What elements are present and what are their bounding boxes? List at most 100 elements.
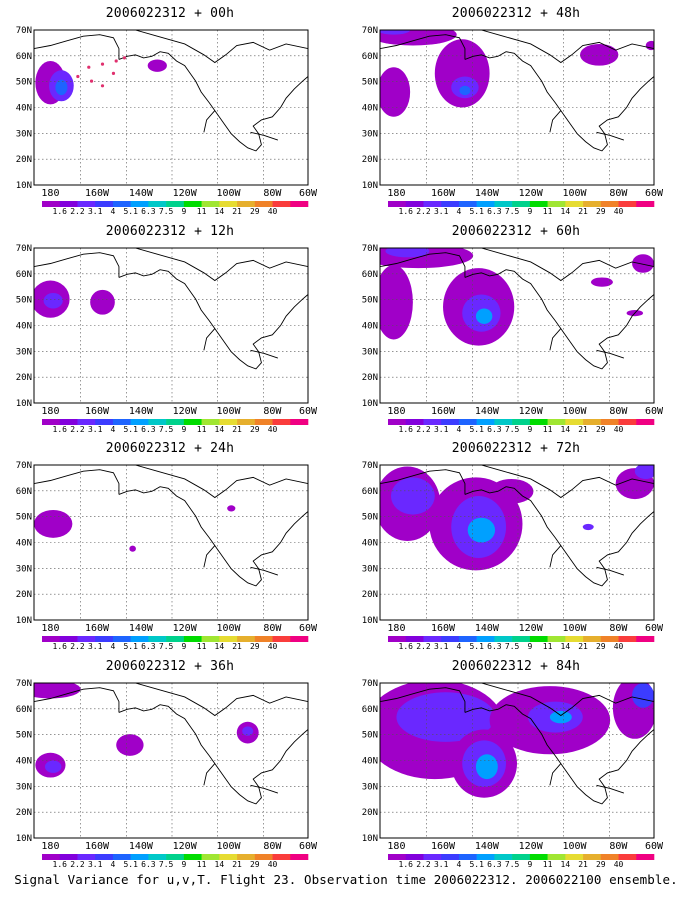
variance-contour: [129, 545, 136, 552]
colorbar-label: 21: [232, 642, 242, 650]
longitude-label: 60W: [299, 188, 318, 199]
colorbar-label: 6.3: [141, 207, 156, 215]
longitude-label: 180: [41, 406, 59, 417]
longitude-label: 160W: [85, 406, 110, 417]
panel-title: 2006022312 + 72h: [451, 441, 581, 456]
longitude-label: 180: [387, 623, 405, 634]
colorbar-swatch: [166, 419, 185, 425]
longitude-label: 120W: [519, 188, 544, 199]
latitude-label: 50N: [362, 513, 378, 523]
latitude-label: 40N: [362, 539, 378, 549]
longitude-label: 120W: [519, 406, 544, 417]
colorbar-label: 29: [250, 642, 260, 650]
latitude-label: 10N: [362, 834, 378, 844]
longitude-label: 80W: [609, 406, 628, 417]
colorbar-swatch: [423, 419, 442, 425]
colorbar-swatch: [423, 636, 442, 642]
colorbar-label: 11: [543, 425, 553, 433]
colorbar-swatch: [600, 854, 619, 860]
coastline: [34, 34, 120, 60]
panel-36h: 2006022312 + 36h 70N 60N 50N 40N 30N 20N 10N 18…: [10, 653, 330, 868]
panel-84h: 2006022312 + 84h 70N 60N 50N 40N 30N 20N 10N 18…: [356, 653, 676, 868]
colorbar-swatch: [95, 636, 114, 642]
colorbar-swatch: [600, 636, 619, 642]
coastlines: [380, 248, 654, 370]
colorbar-label: 29: [596, 860, 606, 868]
colorbar-swatch: [458, 419, 477, 425]
colorbar-label: 5.1: [469, 207, 484, 215]
colorbar-label: 40: [268, 860, 278, 868]
latitude-label: 40N: [16, 757, 32, 767]
map-60h: 70N 60N 50N 40N 30N 20N 10N 180 160W 140W 120W 100W…: [362, 244, 664, 433]
longitude-label: 180: [41, 188, 59, 199]
variance-field: [380, 683, 654, 798]
map-frame: [379, 29, 655, 186]
map-48h: 70N 60N 50N 40N 30N 20N 10N 180 160W 140W 120W 100W…: [362, 26, 664, 215]
colorbar-swatch: [237, 854, 256, 860]
latitude-label: 10N: [16, 834, 32, 844]
coastlines: [34, 683, 308, 805]
longitude-label: 60W: [299, 623, 318, 634]
colorbar-swatch: [148, 854, 167, 860]
colorbar-swatch: [618, 201, 637, 207]
colorbar-label: 5.1: [469, 642, 484, 650]
colorbar-swatch: [166, 636, 185, 642]
latitude-label: 50N: [362, 296, 378, 306]
panel-72h: 2006022312 + 72h 70N 60N 50N 40N 30N 20N 10N 18…: [356, 435, 676, 650]
colorbar-swatch: [494, 636, 513, 642]
longitude-label: 60W: [299, 841, 318, 852]
map-frame: [33, 464, 309, 621]
coastline: [380, 252, 466, 278]
coastline: [549, 763, 562, 786]
colorbar-label: 40: [614, 207, 624, 215]
colorbar-swatch: [166, 201, 185, 207]
colorbar-swatch: [95, 854, 114, 860]
latitude-label: 30N: [16, 129, 32, 139]
colorbar-label: 9: [527, 860, 532, 868]
longitude-label: 140W: [475, 188, 500, 199]
coastlines: [34, 248, 308, 370]
coastline: [464, 704, 654, 805]
colorbar-swatch: [254, 419, 273, 425]
colorbar-swatch: [388, 201, 407, 207]
colorbar-swatch: [201, 419, 220, 425]
latitude-label: 40N: [16, 104, 32, 114]
latitude-label: 40N: [16, 539, 32, 549]
colorbar-label: 9: [181, 425, 186, 433]
coastline: [464, 269, 654, 370]
latitude-label: 20N: [16, 590, 32, 600]
variance-field: [34, 280, 115, 318]
colorbar-swatch: [148, 201, 167, 207]
colorbar-swatch: [636, 636, 655, 642]
colorbar-swatch: [183, 636, 202, 642]
colorbar-swatch: [112, 854, 131, 860]
colorbar-label: 40: [268, 425, 278, 433]
colorbar-label: 14: [215, 642, 225, 650]
colorbar-swatch: [405, 419, 424, 425]
colorbar-label: 6.3: [487, 425, 502, 433]
longitude-label: 80W: [609, 841, 628, 852]
longitude-label: 140W: [129, 623, 154, 634]
colorbar-label: 9: [527, 642, 532, 650]
variance-contour: [116, 734, 144, 756]
coastline: [34, 687, 120, 713]
colorbar-swatch: [95, 201, 114, 207]
latitude-label: 10N: [362, 181, 378, 191]
colorbar-label: 3.1: [434, 642, 449, 650]
variance-field: [380, 30, 654, 117]
colorbar-label: 7.5: [159, 642, 174, 650]
colorbar-label: 3.1: [88, 207, 103, 215]
colorbar-swatch: [77, 636, 96, 642]
latitude-label: 40N: [362, 104, 378, 114]
colorbar-swatch: [59, 201, 78, 207]
colorbar-label: 3.1: [434, 425, 449, 433]
longitude-label: 100W: [562, 188, 587, 199]
coastline: [481, 683, 654, 717]
colorbar-swatch: [636, 854, 655, 860]
variance-contour: [475, 308, 493, 324]
colorbar-swatch: [112, 636, 131, 642]
latitude-label: 60N: [362, 487, 378, 497]
latitude-label: 20N: [16, 373, 32, 383]
colorbar-label: 1.6: [399, 642, 414, 650]
longitude-label: 80W: [263, 623, 282, 634]
